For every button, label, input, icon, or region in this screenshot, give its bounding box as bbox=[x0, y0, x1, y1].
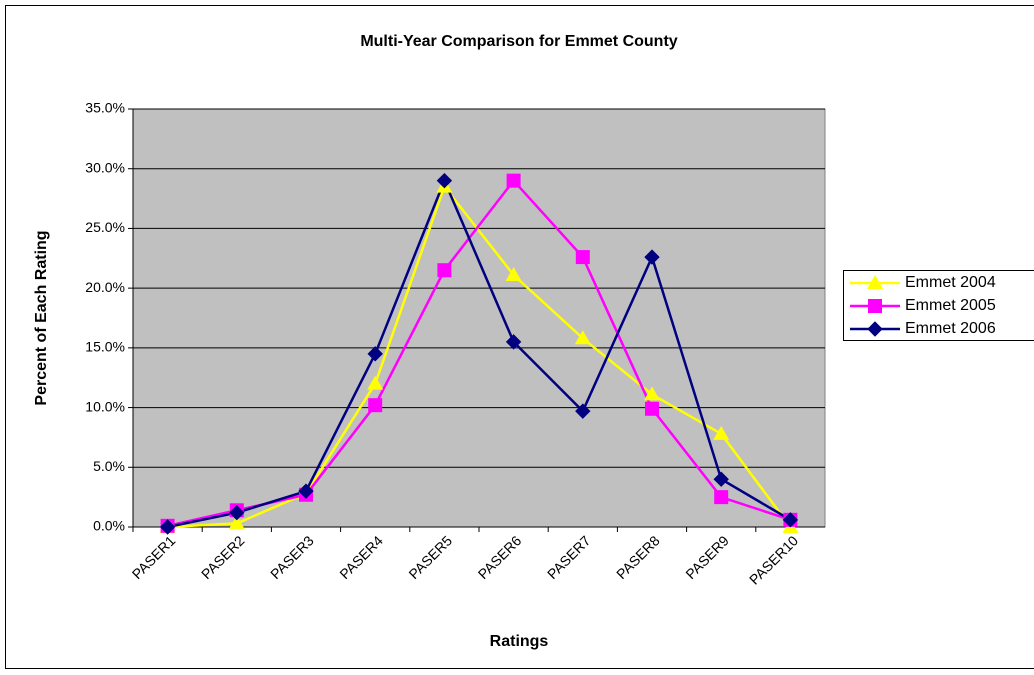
marker bbox=[229, 504, 245, 521]
marker bbox=[367, 346, 383, 362]
chart-title: Multi-Year Comparison for Emmet County bbox=[360, 33, 677, 50]
legend-marker bbox=[867, 275, 883, 289]
plot-area bbox=[132, 108, 826, 528]
y-axis-label: Percent of Each Rating bbox=[33, 230, 50, 405]
marker bbox=[713, 425, 730, 440]
legend-label: Emmet 2005 bbox=[905, 297, 996, 314]
marker bbox=[574, 330, 591, 345]
legend-marker bbox=[867, 321, 883, 337]
marker bbox=[505, 334, 522, 350]
marker bbox=[575, 250, 590, 265]
marker bbox=[228, 515, 245, 530]
marker bbox=[367, 375, 384, 390]
y-tick-label: 30.0% bbox=[85, 159, 125, 175]
y-tick-label: 35.0% bbox=[85, 100, 125, 116]
marker bbox=[575, 403, 591, 419]
y-tick-label: 15.0% bbox=[85, 339, 125, 355]
marker bbox=[159, 519, 176, 535]
y-tick-label: 20.0% bbox=[85, 279, 125, 295]
legend-marker bbox=[868, 299, 882, 313]
marker bbox=[645, 401, 659, 416]
marker bbox=[298, 483, 314, 499]
legend-label: Emmet 2006 bbox=[905, 320, 996, 337]
marker bbox=[713, 471, 729, 487]
series-line bbox=[167, 184, 792, 529]
marker bbox=[505, 267, 522, 282]
legend-label: Emmet 2004 bbox=[905, 274, 996, 291]
y-tick-label: 0.0% bbox=[93, 518, 125, 534]
marker bbox=[437, 263, 452, 278]
y-tick-label: 10.0% bbox=[85, 398, 125, 414]
x-axis-label: Ratings bbox=[490, 633, 549, 650]
marker bbox=[644, 386, 660, 401]
marker bbox=[644, 249, 660, 265]
y-tick-label: 5.0% bbox=[93, 458, 125, 474]
series-line bbox=[167, 177, 792, 529]
y-tick-label: 25.0% bbox=[85, 219, 125, 235]
marker bbox=[436, 172, 453, 189]
marker bbox=[714, 490, 729, 505]
marker bbox=[368, 398, 383, 413]
marker bbox=[782, 512, 799, 528]
marker bbox=[506, 173, 521, 188]
